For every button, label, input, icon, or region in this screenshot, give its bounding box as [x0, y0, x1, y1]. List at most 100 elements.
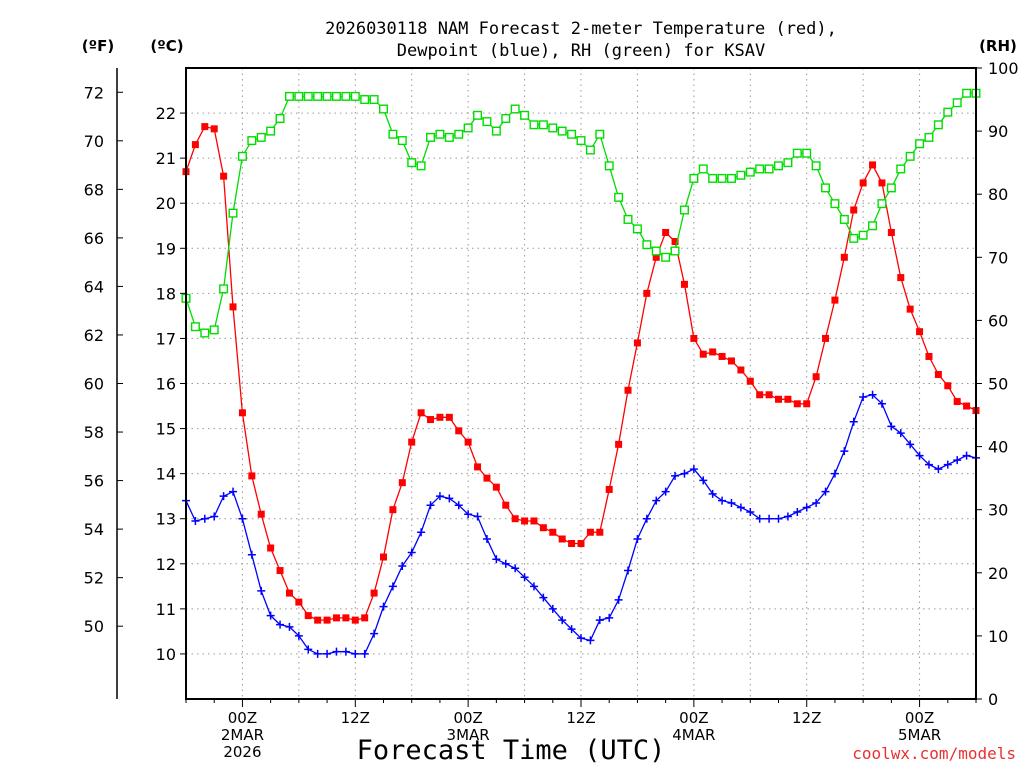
dewpoint-point	[529, 582, 538, 591]
rh-point	[896, 164, 906, 174]
rh-point	[567, 129, 577, 139]
temperature-point	[276, 567, 284, 575]
temperature-point	[257, 510, 265, 518]
dewpoint-point	[727, 498, 736, 507]
temperature-point	[295, 598, 303, 606]
celsius-tick-label: 13	[156, 510, 176, 529]
dewpoint-point	[859, 393, 868, 402]
temperature-point	[887, 229, 895, 237]
celsius-tick-label: 14	[156, 465, 176, 484]
temperature-point	[850, 206, 858, 214]
dewpoint-point	[783, 512, 792, 521]
dewpoint-point	[276, 620, 285, 629]
temperature-point	[464, 438, 472, 446]
dewpoint-point	[229, 487, 238, 496]
rh-point	[736, 170, 746, 180]
rh-point	[397, 136, 407, 146]
temperature-point	[342, 614, 350, 622]
dewpoint-point	[426, 501, 435, 510]
temperature-point	[483, 474, 491, 482]
rh-point	[510, 104, 520, 114]
rh-point	[219, 284, 229, 294]
temperature-point	[389, 506, 397, 514]
temperature-point	[746, 377, 754, 385]
rh-tick-label: 80	[988, 185, 1008, 204]
rh-point	[877, 199, 887, 209]
rh-point	[303, 91, 313, 101]
dewpoint-point	[548, 604, 557, 613]
dewpoint-point	[464, 510, 473, 519]
x-tick-label: 12Z	[341, 709, 370, 727]
rh-point	[294, 91, 304, 101]
dewpoint-point	[332, 647, 341, 656]
dewpoint-point	[633, 534, 642, 543]
rh-point	[501, 113, 511, 123]
temperature-point	[737, 366, 745, 374]
dewpoint-point	[877, 399, 886, 408]
rh-point	[256, 132, 266, 142]
celsius-tick-label: 10	[156, 645, 176, 664]
rh-point	[520, 110, 530, 120]
dewpoint-point	[435, 492, 444, 501]
rh-tick-label: 30	[988, 501, 1008, 520]
temperature-point	[699, 350, 707, 358]
rh-point	[849, 233, 859, 243]
rh-point	[642, 240, 652, 250]
rh-tick-label: 70	[988, 248, 1008, 267]
temperature-point	[445, 413, 453, 421]
rh-series	[181, 88, 981, 338]
dewpoint-point	[614, 595, 623, 604]
rh-point	[952, 98, 962, 108]
temperature-point	[229, 303, 237, 311]
rh-point	[529, 120, 539, 130]
temperature-point	[521, 517, 529, 525]
dewpoint-point	[746, 507, 755, 516]
x-tick-label: 00Z	[679, 709, 708, 727]
rh-tick-label: 40	[988, 438, 1008, 457]
dewpoint-point	[661, 487, 670, 496]
dewpoint-point	[887, 422, 896, 431]
x-tick-label: 3MAR	[447, 726, 490, 744]
dewpoint-point	[774, 514, 783, 523]
dewpoint-point	[924, 460, 933, 469]
dewpoint-point	[388, 582, 397, 591]
fahrenheit-tick-label: 62	[84, 326, 104, 345]
temperature-point	[549, 528, 557, 536]
fahrenheit-tick-label: 66	[84, 229, 104, 248]
celsius-tick-label: 20	[156, 194, 176, 213]
temperature-point	[624, 386, 632, 394]
rh-point	[868, 221, 878, 231]
dewpoint-point	[671, 471, 680, 480]
rh-point	[416, 161, 426, 171]
dewpoint-point	[294, 631, 303, 640]
temperature-point	[530, 517, 538, 525]
dewpoint-point	[840, 447, 849, 456]
temperature-point	[662, 229, 670, 237]
x-tick-label: 00Z	[228, 709, 257, 727]
rh-point	[585, 145, 595, 155]
x-tick-label: 2026	[223, 743, 261, 761]
rh-point	[858, 230, 868, 240]
dewpoint-point	[398, 562, 407, 571]
fahrenheit-tick-label: 50	[84, 617, 104, 636]
dewpoint-point	[266, 611, 275, 620]
rh-point	[322, 91, 332, 101]
rh-point	[379, 104, 389, 114]
dewpoint-point	[736, 503, 745, 512]
rh-point	[623, 214, 633, 224]
temperature-point	[558, 535, 566, 543]
dewpoint-point	[247, 550, 256, 559]
dewpoint-point	[473, 512, 482, 521]
fahrenheit-tick-label: 54	[84, 520, 104, 539]
temperature-point	[784, 395, 792, 403]
temperature-point	[925, 352, 933, 360]
temperature-point	[398, 479, 406, 487]
x-tick-label: 4MAR	[672, 726, 715, 744]
celsius-tick-label: 17	[156, 329, 176, 348]
dewpoint-point	[699, 476, 708, 485]
temperature-point	[502, 501, 510, 509]
rh-point	[924, 132, 934, 142]
rh-point	[839, 214, 849, 224]
dewpoint-point	[953, 456, 962, 465]
